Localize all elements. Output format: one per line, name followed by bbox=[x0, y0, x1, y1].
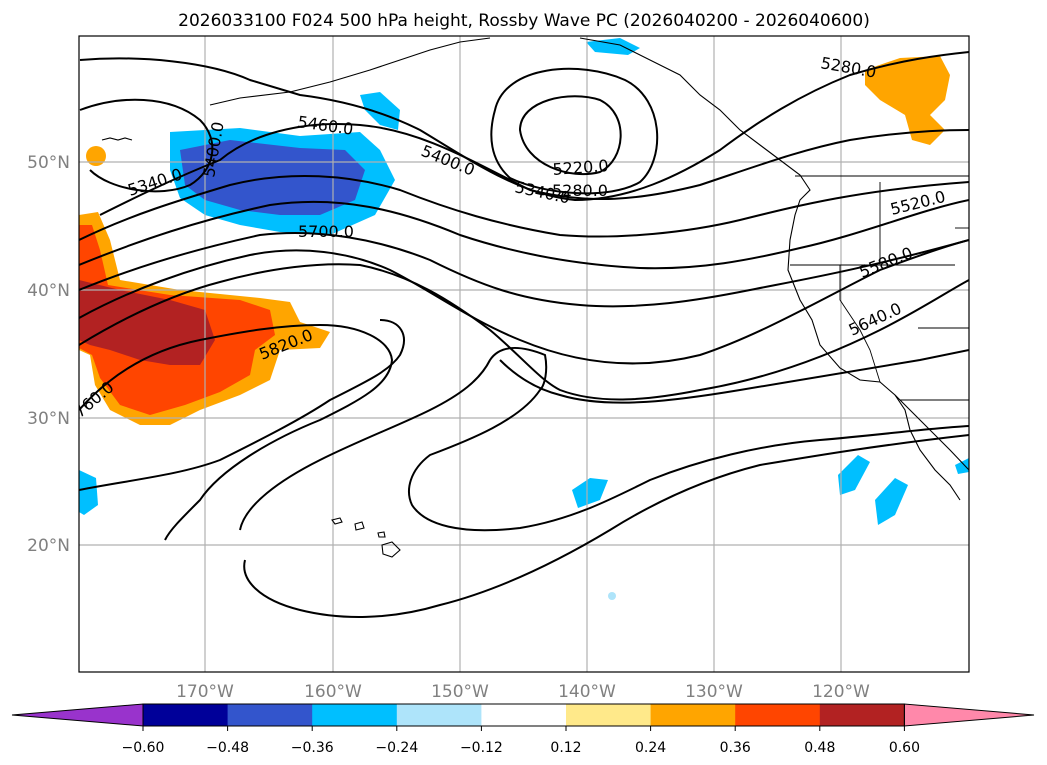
height-contours bbox=[79, 51, 969, 618]
colorbar-tick-label: −0.48 bbox=[206, 740, 249, 756]
colorbar-tick-label: −0.12 bbox=[460, 740, 503, 756]
colorbar-tick-label: 0.24 bbox=[635, 740, 666, 756]
colorbar-tick-label: 0.60 bbox=[889, 740, 920, 756]
colorbar-tick-label: 0.48 bbox=[804, 740, 835, 756]
colorbar-tick-label: 0.36 bbox=[720, 740, 751, 756]
colorbar-segment bbox=[143, 704, 229, 726]
latitude-labels: 50°N 40°N 30°N 20°N bbox=[27, 153, 70, 556]
colorbar-extend-min bbox=[11, 703, 144, 727]
lon-label: 120°W bbox=[812, 682, 870, 702]
map-area: 5280.0 5460.0 5400.0 5220.0 5280.0 5340.… bbox=[79, 36, 969, 672]
colorbar-extend-max bbox=[903, 703, 1035, 727]
colorbar-tick-label: −0.60 bbox=[122, 740, 165, 756]
colorbar-segment bbox=[396, 704, 482, 726]
colorbar-segment bbox=[227, 704, 313, 726]
contour-label: 5280.0 bbox=[552, 181, 608, 200]
negative-anomaly-light-edge bbox=[360, 92, 400, 130]
colorbar-segment bbox=[650, 704, 736, 726]
colorbar: −0.60 −0.48 −0.36 −0.24 −0.12 0.12 0.24 0.36 0.4… bbox=[11, 703, 1035, 756]
colorbar-tick-label: −0.36 bbox=[291, 740, 334, 756]
coastlines bbox=[101, 37, 969, 558]
lat-label: 40°N bbox=[27, 281, 70, 301]
colorbar-segment bbox=[312, 704, 398, 726]
colorbar-frame bbox=[142, 703, 905, 727]
lat-label: 50°N bbox=[27, 153, 70, 173]
graticule bbox=[79, 36, 969, 672]
lon-label: 160°W bbox=[304, 682, 362, 702]
figure-title: 2026033100 F024 500 hPa height, Rossby W… bbox=[178, 11, 870, 31]
lon-label: 150°W bbox=[431, 682, 489, 702]
colorbar-segment bbox=[566, 704, 652, 726]
longitude-labels: 170°W 160°W 150°W 140°W 130°W 120°W bbox=[176, 682, 870, 702]
lat-label: 30°N bbox=[27, 409, 70, 429]
lon-label: 170°W bbox=[176, 682, 234, 702]
colorbar-tick-label: 0.12 bbox=[550, 740, 581, 756]
lon-label: 130°W bbox=[685, 682, 743, 702]
colorbar-segment bbox=[819, 704, 905, 726]
contour-label: 5220.0 bbox=[552, 156, 609, 179]
map-frame bbox=[78, 35, 970, 673]
colorbar-tick-label: −0.24 bbox=[375, 740, 418, 756]
lon-label: 140°W bbox=[558, 682, 616, 702]
colorbar-segment bbox=[481, 704, 567, 726]
colorbar-segment bbox=[735, 704, 821, 726]
lat-label: 20°N bbox=[27, 536, 70, 556]
contour-label: 5700.0 bbox=[298, 222, 354, 241]
